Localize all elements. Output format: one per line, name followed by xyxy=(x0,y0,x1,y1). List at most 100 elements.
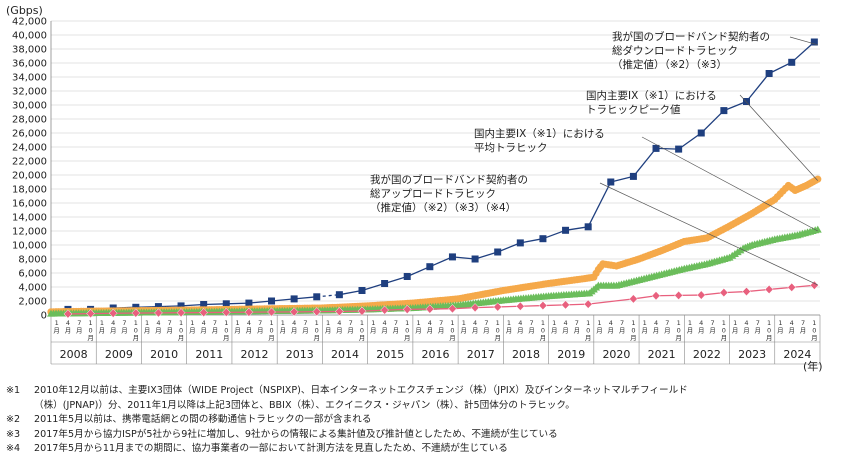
data-point xyxy=(583,299,593,309)
month-label: 7 xyxy=(530,319,534,327)
month-label: 月 xyxy=(133,334,140,342)
month-label: 月 xyxy=(280,327,287,335)
series-segment xyxy=(158,305,182,308)
series-segment xyxy=(656,147,679,150)
series-segment xyxy=(226,302,249,305)
month-label: 月 xyxy=(461,327,468,335)
data-point xyxy=(696,290,706,300)
month-label: 月 xyxy=(110,327,117,335)
series-segment xyxy=(768,61,793,75)
data-point xyxy=(651,291,661,301)
footnote-mark: ※4 xyxy=(6,443,21,454)
month-label: 1 xyxy=(55,319,59,327)
month-label: 月 xyxy=(234,327,241,335)
data-point xyxy=(584,223,592,231)
month-label: 0 xyxy=(541,327,545,335)
month-label: 1 xyxy=(496,319,500,327)
month-label: 1 xyxy=(597,319,601,327)
month-label: 月 xyxy=(755,327,762,335)
month-label: 1 xyxy=(371,319,375,327)
data-point xyxy=(561,300,570,310)
year-label: 2013 xyxy=(286,348,314,361)
month-label: 7 xyxy=(575,319,579,327)
month-label: 1 xyxy=(462,319,466,327)
y-tick-label: 0 xyxy=(41,311,47,322)
annotation-line: （推定値）（※2）（※3）（※4） xyxy=(370,201,516,214)
data-point xyxy=(289,307,299,317)
y-tick-label: 32,000 xyxy=(12,87,47,98)
month-label: 月 xyxy=(721,334,728,342)
footnote-1-continued: （株）(JPNAP)）分、2011年1月以降は上記3団体と、BBIX（株）、エク… xyxy=(6,399,852,414)
month-label: 7 xyxy=(213,319,217,327)
data-point xyxy=(813,225,822,233)
month-label: 0 xyxy=(631,327,635,335)
month-label: 月 xyxy=(596,327,603,335)
month-label: 1 xyxy=(552,319,556,327)
data-point xyxy=(425,304,435,314)
y-tick-label: 8,000 xyxy=(18,255,47,266)
annotation-line: 総ダウンロードトラヒック xyxy=(612,44,738,57)
month-label: 0 xyxy=(405,327,409,335)
month-label: 7 xyxy=(665,319,669,327)
y-tick-label: 38,000 xyxy=(12,45,47,56)
data-point xyxy=(810,38,818,46)
y-tick-label: 14,000 xyxy=(12,213,47,224)
month-label: 月 xyxy=(393,327,400,335)
month-label: 月 xyxy=(427,327,434,335)
footnote-mark: ※1 xyxy=(6,385,21,396)
month-label: 0 xyxy=(586,327,590,335)
month-label: 1 xyxy=(778,319,782,327)
data-point xyxy=(131,308,141,318)
data-point xyxy=(403,273,411,280)
y-axis: 0 2,000 4,000 6,000 8,000 10,000 12,000 14,000 1… xyxy=(12,17,52,322)
data-point xyxy=(448,304,457,314)
month-label: 月 xyxy=(415,327,422,335)
year-label: 2008 xyxy=(60,348,88,361)
month-label: 1 xyxy=(767,319,771,327)
data-point xyxy=(380,305,389,315)
data-point xyxy=(154,308,163,318)
month-label: 4 xyxy=(790,319,794,327)
month-label: 1 xyxy=(326,319,330,327)
month-label: 0 xyxy=(812,327,816,335)
data-point xyxy=(675,145,683,153)
series-segment xyxy=(203,303,227,306)
data-point xyxy=(742,286,751,297)
x-axis: 20081月4月7月10月20091月4月7月10月20101月4月7月10月2… xyxy=(50,314,821,365)
month-label: 月 xyxy=(483,327,490,335)
month-label: 4 xyxy=(337,319,341,327)
month-label: 1 xyxy=(507,319,511,327)
data-point xyxy=(515,301,525,311)
series-segment xyxy=(181,303,204,307)
month-label: 7 xyxy=(349,319,353,327)
data-point xyxy=(222,300,230,308)
month-label: 1 xyxy=(134,319,138,327)
month-label: 7 xyxy=(394,319,398,327)
data-point xyxy=(381,280,389,287)
year-label: 2010 xyxy=(150,348,178,361)
month-label: 月 xyxy=(788,327,795,335)
series-diamond xyxy=(63,280,819,319)
series-segment xyxy=(316,294,340,298)
data-point xyxy=(154,303,162,311)
month-label: 1 xyxy=(360,319,364,327)
month-label: 月 xyxy=(246,327,253,335)
annotation-line: 我が国のブロードバンド契約者の xyxy=(612,30,770,43)
data-point xyxy=(245,299,253,307)
month-label: 月 xyxy=(166,327,173,335)
month-label: 月 xyxy=(99,327,106,335)
month-label: 7 xyxy=(710,319,714,327)
data-point xyxy=(63,309,73,319)
month-label: 月 xyxy=(178,334,185,342)
year-label: 2016 xyxy=(422,348,450,361)
month-label: 4 xyxy=(383,319,387,327)
data-point xyxy=(177,302,185,310)
month-label: 月 xyxy=(472,327,479,335)
month-label: 月 xyxy=(325,327,332,335)
y-tick-label: 42,000 xyxy=(12,17,47,28)
leader-line xyxy=(641,136,818,232)
annotation-leaders xyxy=(599,36,818,286)
year-label: 2024 xyxy=(783,348,811,361)
